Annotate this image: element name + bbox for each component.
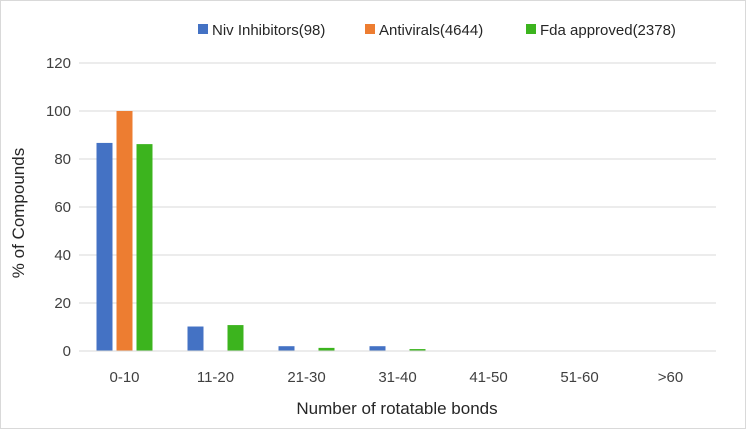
x-tick-label: 31-40 [378,369,416,386]
x-axis-label: Number of rotatable bonds [296,399,497,418]
x-axis-ticks: 0-10 11-20 21-30 31-40 41-50 51-60 >60 [109,369,683,386]
y-tick-label: 20 [54,295,71,312]
y-axis-ticks: 0 20 40 60 80 100 120 [46,55,71,360]
y-axis-label: % of Compounds [9,148,28,278]
x-tick-label: 51-60 [560,369,598,386]
x-tick-label: >60 [658,369,683,386]
gridlines [79,62,716,304]
bar [369,346,386,351]
bar [278,346,295,351]
bar [116,111,133,351]
y-tick-label: 120 [46,55,71,72]
legend-swatch [526,24,536,34]
x-tick-label: 21-30 [287,369,325,386]
legend-label: Antivirals(4644) [379,22,483,39]
bars [96,111,426,351]
bar [318,347,335,351]
y-tick-label: 0 [63,343,71,360]
y-tick-label: 100 [46,103,71,120]
x-tick-label: 0-10 [109,369,139,386]
bar [136,144,153,351]
x-tick-label: 11-20 [197,369,234,386]
legend-label: Niv Inhibitors(98) [212,22,325,39]
legend: Niv Inhibitors(98) Antivirals(4644) Fda ap… [198,22,676,39]
bar [227,325,244,351]
y-tick-label: 40 [54,247,71,264]
legend-label: Fda approved(2378) [540,22,676,39]
x-tick-label: 41-50 [469,369,507,386]
legend-swatch [365,24,375,34]
bar [187,326,204,351]
y-tick-label: 80 [54,151,71,168]
bar [409,349,426,351]
bar [96,142,113,351]
legend-swatch [198,24,208,34]
y-tick-label: 60 [54,199,71,216]
